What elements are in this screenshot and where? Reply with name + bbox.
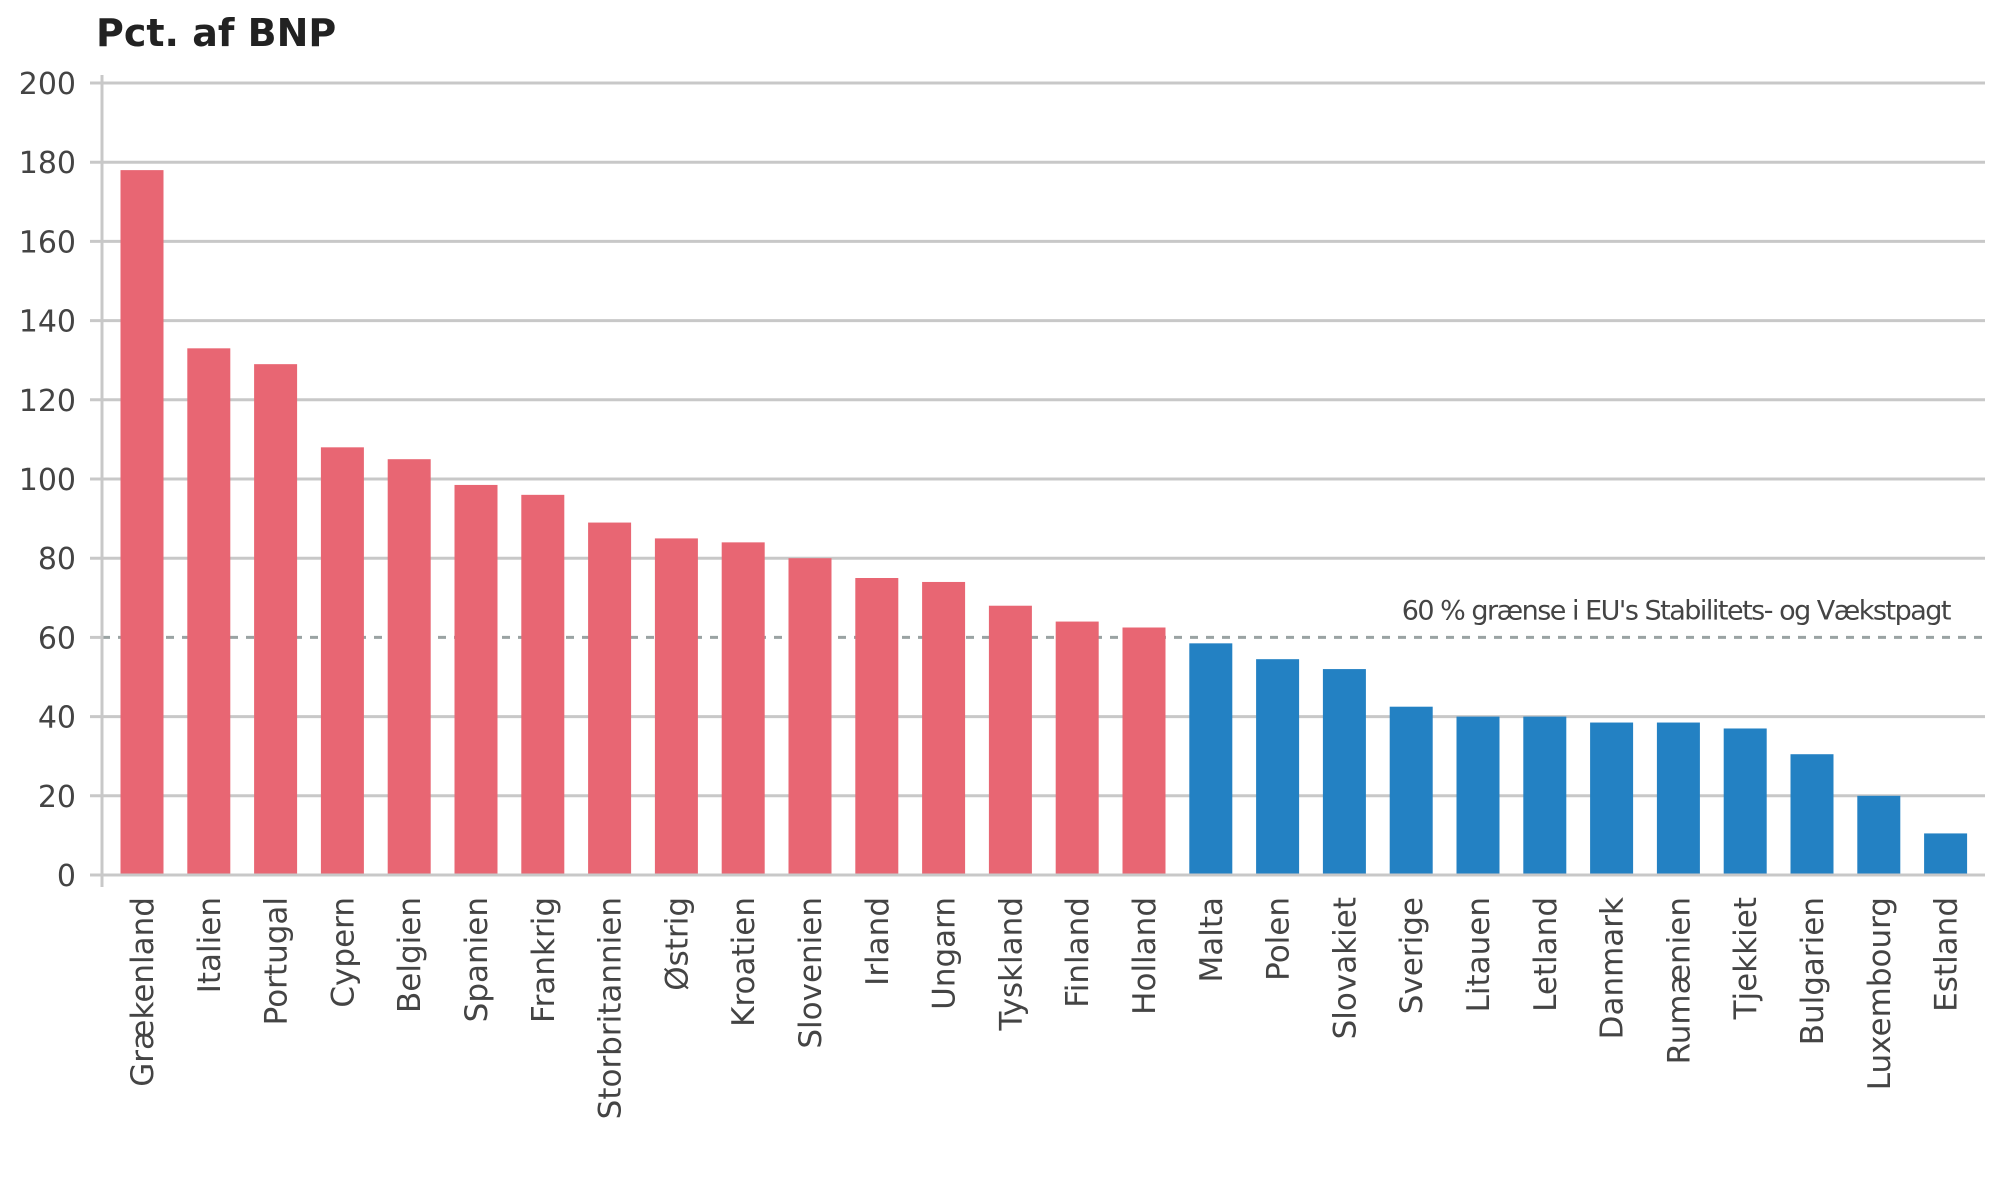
y-tick-label: 60 [38,621,76,656]
y-tick-label: 40 [38,701,76,736]
bar-polen [1256,659,1300,875]
x-tick-label: Danmark [1595,897,1631,1039]
y-tick-label: 160 [19,225,76,260]
x-tick-label: Portugal [259,897,295,1025]
bar-spanien [454,484,498,875]
bar-irland [855,578,899,875]
x-tick-label: Frankrig [526,897,562,1023]
chart-title: Pct. af BNP [96,11,336,55]
x-tick-label: Holland [1127,897,1163,1015]
x-tick-label: Italien [192,897,228,993]
bar-litauen [1456,716,1500,875]
x-tick-label: Litauen [1461,897,1497,1012]
bar-kroatien [721,542,765,875]
bar-rumænien [1656,722,1700,875]
y-tick-label: 0 [57,859,76,894]
bar-cypern [320,447,364,875]
bar-storbritannien [588,522,632,875]
bar-estland [1924,833,1968,875]
x-tick-label: Sverige [1394,897,1430,1014]
bar-luxembourg [1857,795,1901,875]
x-tick-label: Bulgarien [1795,897,1831,1045]
bar-bulgarien [1790,754,1834,875]
gridlines [90,81,1985,877]
x-tick-label: Ungarn [927,897,963,1010]
y-tick-label: 200 [19,67,76,102]
y-tick-label: 180 [19,146,76,181]
bar-slovenien [788,558,832,875]
x-tick-label: Tjekkiet [1728,897,1764,1020]
y-tick-label: 100 [19,463,76,498]
bars [90,170,1985,877]
x-tick-label: Belgien [392,897,428,1013]
bar-tjekkiet [1723,728,1767,875]
bar-østrig [654,538,698,875]
x-tick-label: Slovenien [793,897,829,1049]
bar-belgien [387,459,431,875]
x-tick-label: Polen [1261,897,1297,981]
x-tick-label: Østrig [659,897,695,991]
bar-italien [187,348,231,875]
y-axis-ticks: 0 20 40 60 80 100 120 140 160 180 200 [19,67,76,894]
x-tick-label: Tyskland [993,897,1029,1032]
x-tick-label: Irland [860,897,896,986]
bar-danmark [1590,722,1634,875]
x-tick-label: Slovakiet [1327,897,1363,1039]
x-tick-label: Luxembourg [1862,897,1898,1090]
bar-holland [1122,627,1166,875]
x-tick-label: Letland [1528,897,1564,1012]
bar-ungarn [922,581,966,875]
y-tick-label: 20 [38,780,76,815]
x-axis-labels: Grækenland Italien Portugal Cypern Belgien Sp… [125,897,1965,1119]
bar-malta [1189,643,1233,875]
x-tick-label: Grækenland [125,897,161,1087]
bar-sverige [1389,706,1433,875]
x-tick-label: Storbritannien [593,897,629,1119]
reference-line-label: 60 % grænse i EU's Stabilitets- og Vækst… [1402,595,1951,626]
x-tick-label: Kroatien [726,897,762,1027]
bar-tyskland [988,605,1032,875]
x-tick-label: Spanien [459,897,495,1022]
bar-slovakiet [1322,669,1366,875]
x-tick-label: Rumænien [1661,897,1697,1064]
y-tick-label: 80 [38,542,76,577]
bar-letland [1523,716,1567,875]
x-tick-label: Malta [1194,897,1230,983]
x-tick-label: Estland [1929,897,1965,1012]
bar-finland [1055,621,1099,875]
bar-grækenland [120,170,164,875]
bar-portugal [254,364,298,875]
y-tick-label: 140 [19,305,76,340]
x-tick-label: Finland [1060,897,1096,1008]
y-tick-label: 120 [19,384,76,419]
bar-frankrig [521,494,565,875]
x-tick-label: Cypern [325,897,361,1008]
